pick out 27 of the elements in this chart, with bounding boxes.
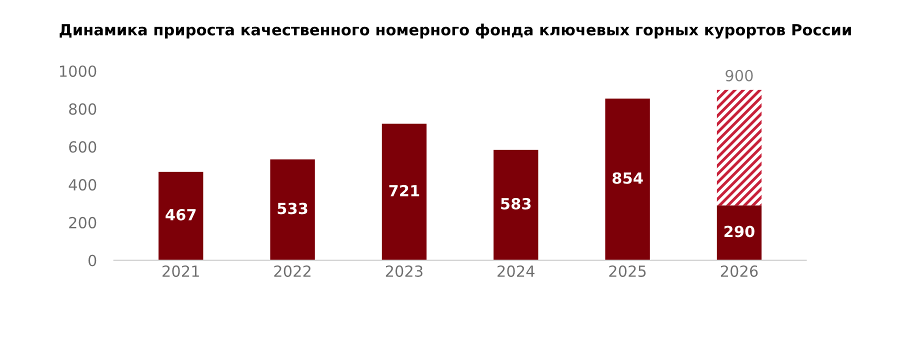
x-tick-label: 2026 — [720, 265, 758, 277]
x-tick-label: 2023 — [386, 265, 422, 277]
y-tick-label: 0 — [88, 254, 96, 266]
data-label: 467 — [166, 208, 196, 220]
chart-title: Динамика прироста качественного номерного фонда ключевых горных курортов России — [60, 24, 851, 39]
y-tick-label: 1000 — [60, 65, 96, 77]
x-tick-label: 2024 — [498, 265, 534, 277]
data-label: 290 — [724, 226, 754, 238]
bar — [494, 150, 538, 260]
data-label: 854 — [612, 172, 643, 184]
x-tick-label: 2022 — [274, 265, 310, 277]
total-label: 900 — [726, 70, 753, 82]
bar — [270, 159, 315, 260]
bar — [605, 98, 650, 260]
bar — [158, 172, 204, 260]
y-tick-label: 200 — [69, 216, 96, 228]
bar — [716, 90, 762, 206]
y-tick-label: 400 — [68, 179, 96, 191]
data-label: 533 — [278, 202, 308, 214]
x-tick-label: 2025 — [609, 265, 646, 277]
bar — [716, 205, 762, 260]
data-label: 583 — [501, 198, 531, 210]
x-tick-label: 2021 — [162, 265, 199, 277]
y-tick-label: 800 — [69, 103, 96, 115]
y-tick-label: 600 — [69, 141, 96, 153]
bar — [382, 124, 427, 260]
data-label: 721 — [389, 184, 420, 196]
